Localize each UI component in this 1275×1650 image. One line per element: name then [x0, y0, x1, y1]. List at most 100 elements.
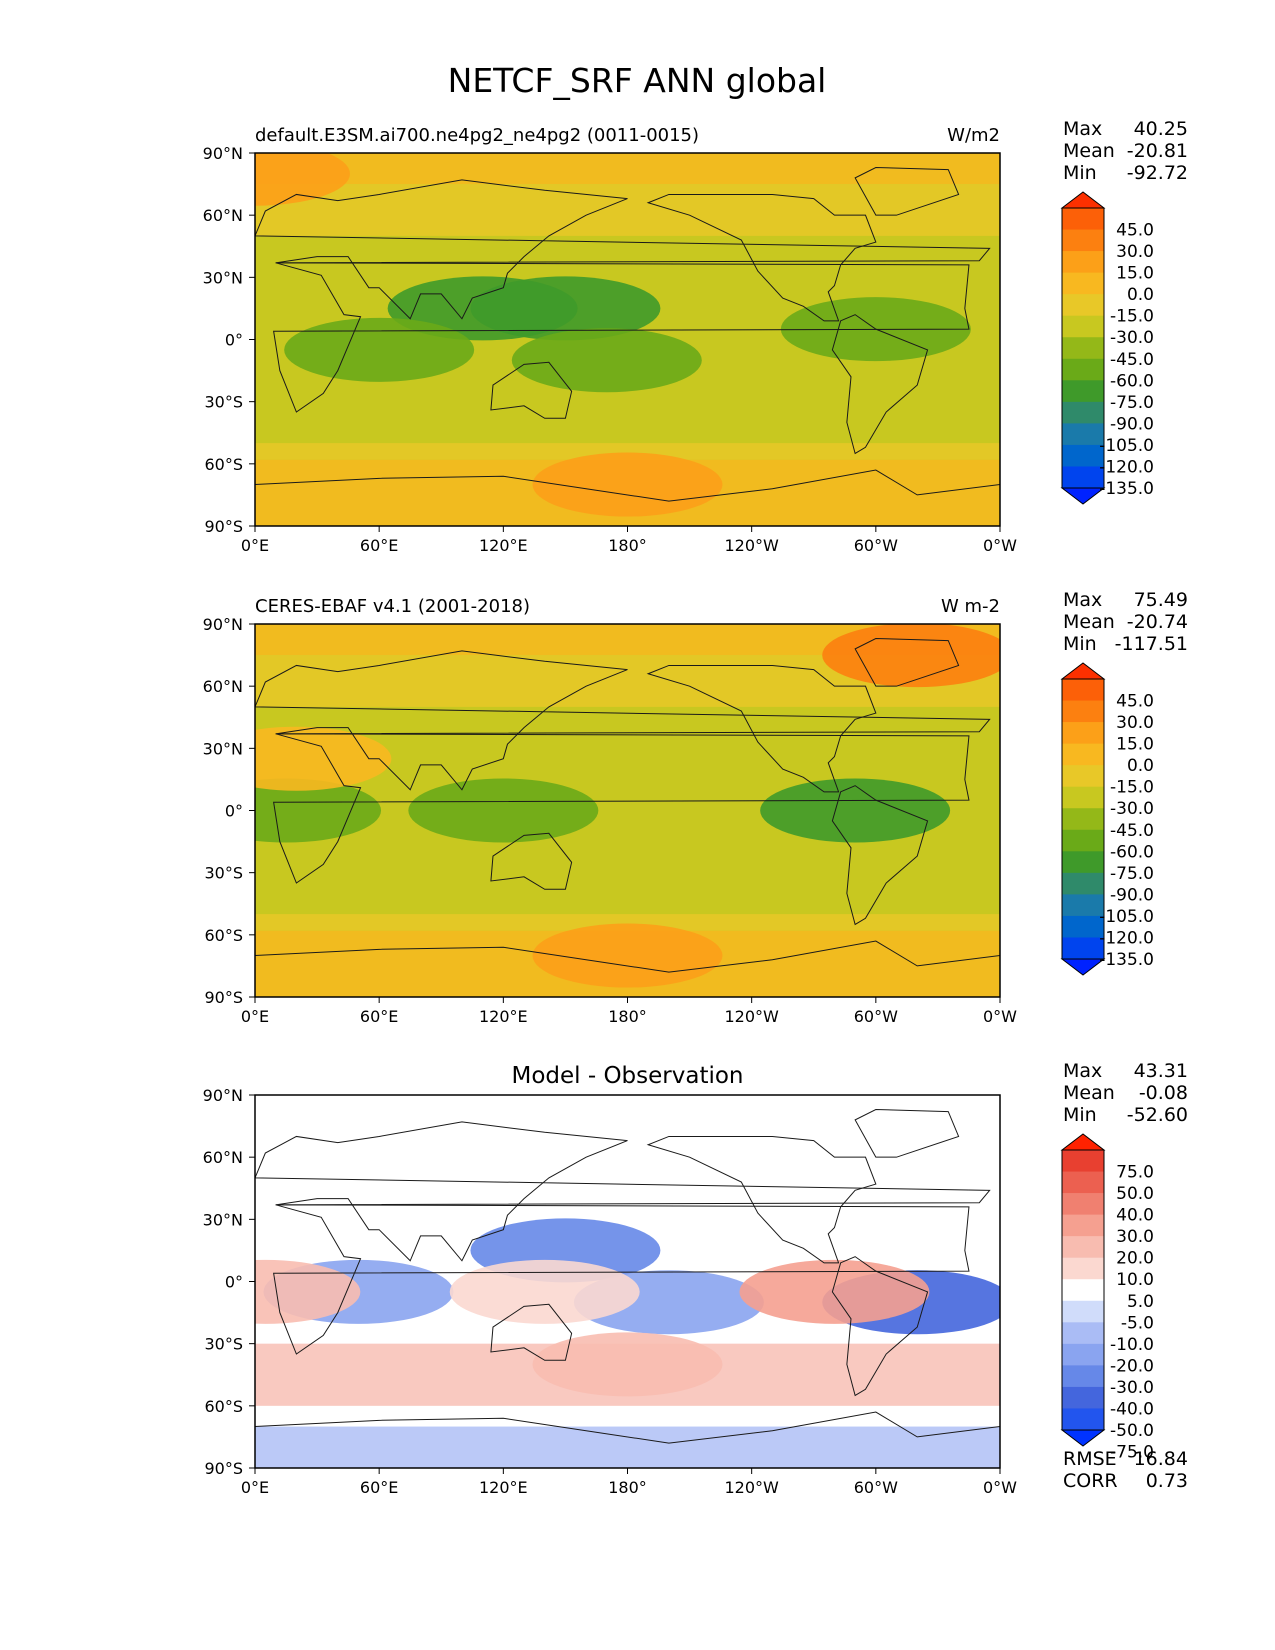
stat-value-mean: -20.74	[1127, 611, 1188, 633]
colorbar-label: -75.0	[1110, 1443, 1154, 1463]
stat-value-max: 43.31	[1134, 1060, 1188, 1082]
rmse-label: RMSE	[1063, 1448, 1117, 1470]
colorbar-label: -10.0	[1110, 1335, 1154, 1355]
stat-value-mean: -20.81	[1127, 140, 1188, 162]
x-tick-label: 60°E	[360, 536, 398, 555]
panel-units: W/m2	[947, 125, 1000, 146]
coastline	[831, 1256, 929, 1397]
y-tick-label: 60°S	[204, 1397, 243, 1416]
lat-band	[255, 184, 1000, 236]
x-tick-label: 0°E	[241, 1478, 269, 1497]
colorbar-segment	[1062, 700, 1104, 723]
y-tick-label: 90°N	[203, 1086, 243, 1105]
field-feature	[760, 778, 951, 843]
colorbar-label: 50.0	[1116, 1184, 1154, 1204]
x-tick-label: 180°	[608, 1478, 647, 1497]
colorbar-segment	[1062, 1193, 1104, 1216]
x-tick-label: 120°W	[724, 1007, 779, 1026]
colorbar-label: -105.0	[1099, 436, 1154, 456]
colorbar-segment	[1062, 1257, 1104, 1280]
coastline	[255, 469, 1000, 526]
y-tick-label: 60°N	[203, 206, 243, 225]
x-tick-label: 60°W	[854, 536, 898, 555]
stat-value-max: 40.25	[1134, 118, 1188, 140]
lat-band	[255, 1426, 1000, 1468]
colorbar-segment	[1062, 937, 1104, 960]
colorbar-extend-min	[1060, 958, 1106, 976]
panel-units: W m-2	[941, 596, 1000, 617]
stat-label-max: Max	[1063, 1060, 1102, 1082]
y-tick-label: 30°S	[204, 1335, 243, 1354]
coastline	[255, 1121, 991, 1262]
x-tick-label: 120°E	[479, 1007, 528, 1026]
colorbar-segment	[1062, 1171, 1104, 1194]
colorbar-segment	[1062, 315, 1104, 338]
colorbar-segment	[1062, 1408, 1104, 1431]
colorbar-label: -5.0	[1121, 1313, 1154, 1333]
colorbar-segment	[1062, 722, 1104, 745]
x-tick-label: 0°W	[983, 536, 1017, 555]
stat-label-min: Min	[1063, 1104, 1097, 1126]
colorbar-label: -90.0	[1110, 885, 1154, 905]
colorbar-label: -120.0	[1099, 928, 1154, 948]
x-tick-label: 60°E	[360, 1007, 398, 1026]
x-tick-label: 0°E	[241, 1007, 269, 1026]
colorbar-segment	[1062, 872, 1104, 895]
y-tick-label: 30°N	[203, 1210, 243, 1229]
colorbar-segment	[1062, 915, 1104, 938]
field-feature	[255, 1259, 361, 1324]
lat-band	[255, 443, 1000, 460]
colorbar-label: -30.0	[1110, 328, 1154, 348]
coastline	[854, 167, 960, 216]
colorbar-label: 40.0	[1116, 1206, 1154, 1226]
y-tick-label: 60°S	[204, 455, 243, 474]
stat-value-mean: -0.08	[1139, 1082, 1188, 1104]
colorbar-label: 45.0	[1116, 692, 1154, 712]
colorbar-segment	[1062, 1343, 1104, 1366]
corr-label: CORR	[1063, 1470, 1118, 1492]
coastline	[831, 785, 929, 926]
colorbar-label: -135.0	[1099, 479, 1154, 499]
colorbar-segment	[1062, 1365, 1104, 1388]
colorbar-segment	[1062, 786, 1104, 809]
panel-title: CERES-EBAF v4.1 (2001-2018)	[255, 596, 530, 617]
colorbar-segment	[1062, 808, 1104, 831]
colorbar-label: -50.0	[1110, 1421, 1154, 1441]
coastline	[646, 664, 877, 793]
colorbar-label: -15.0	[1110, 307, 1154, 327]
colorbar-extend-min	[1060, 1429, 1106, 1447]
field-feature	[511, 328, 702, 393]
colorbar-label: 20.0	[1116, 1249, 1154, 1269]
y-tick-label: 90°N	[203, 615, 243, 634]
lat-band	[255, 153, 1000, 185]
colorbar-segment	[1062, 1214, 1104, 1237]
colorbar-segment	[1062, 1300, 1104, 1323]
stat-label-min: Min	[1063, 162, 1097, 184]
y-tick-label: 0°	[225, 331, 243, 350]
stat-value-min: -92.72	[1127, 162, 1188, 184]
colorbar-extend-max	[1060, 1133, 1106, 1151]
coastlines	[255, 167, 1000, 526]
colorbar-segment	[1062, 401, 1104, 424]
colorbar-label: 10.0	[1116, 1270, 1154, 1290]
x-tick-label: 180°	[608, 1007, 647, 1026]
colorbar-segment	[1062, 272, 1104, 295]
colorbar-label: 30.0	[1116, 242, 1154, 262]
coastline	[255, 940, 1000, 997]
colorbar-extend-max	[1060, 662, 1106, 680]
coastline	[646, 1135, 877, 1264]
x-tick-label: 120°W	[724, 536, 779, 555]
colorbar-segment	[1062, 380, 1104, 403]
colorbar-extend-max	[1060, 191, 1106, 209]
y-tick-label: 60°S	[204, 926, 243, 945]
colorbar-segment	[1062, 1150, 1104, 1173]
field-feature	[822, 624, 1000, 688]
corr-value: 0.73	[1146, 1470, 1188, 1492]
coastline	[490, 361, 573, 419]
colorbar-label: -45.0	[1110, 350, 1154, 370]
field-feature	[255, 726, 392, 791]
y-tick-label: 0°	[225, 802, 243, 821]
coastline	[255, 1411, 1000, 1468]
figure-title: NETCF_SRF ANN global	[448, 61, 827, 100]
